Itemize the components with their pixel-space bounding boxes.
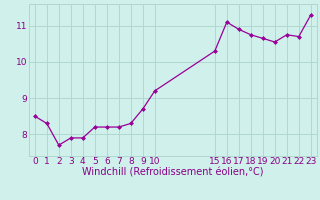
X-axis label: Windchill (Refroidissement éolien,°C): Windchill (Refroidissement éolien,°C) xyxy=(82,168,264,178)
